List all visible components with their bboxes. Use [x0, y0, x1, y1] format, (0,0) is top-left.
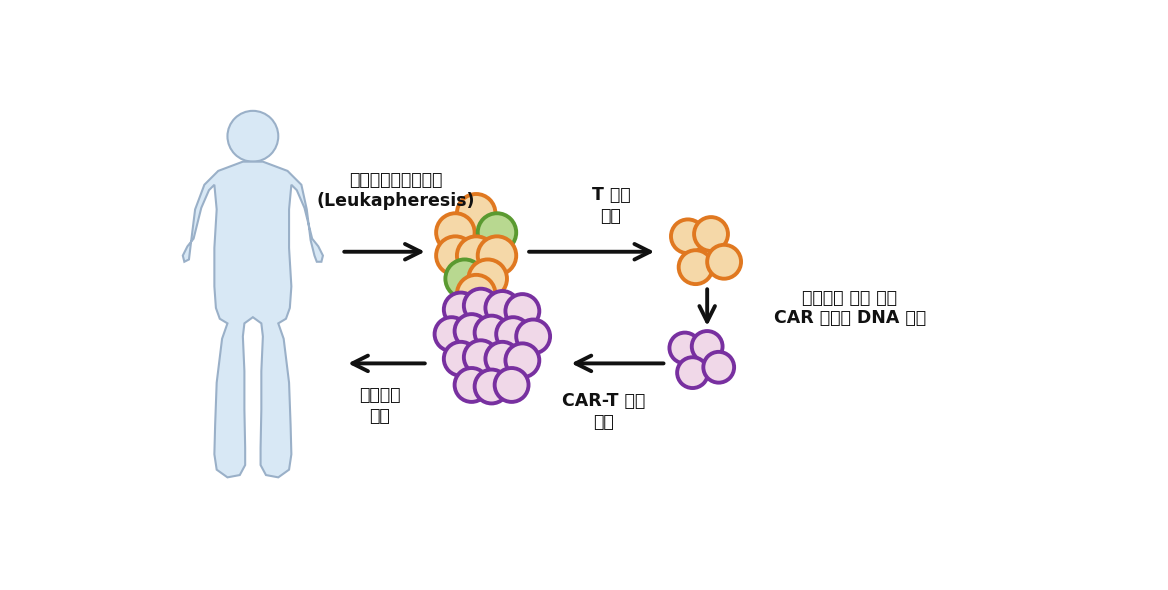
- Circle shape: [474, 316, 508, 349]
- Circle shape: [474, 369, 508, 404]
- Circle shape: [445, 260, 484, 298]
- Circle shape: [436, 237, 474, 275]
- Circle shape: [677, 357, 708, 388]
- Text: CAR-T 세포
증식: CAR-T 세포 증식: [562, 392, 645, 431]
- Text: T 세포
추출: T 세포 추출: [592, 186, 631, 225]
- Text: 백혈구성분분리채집
(Leukapheresis): 백혈구성분분리채집 (Leukapheresis): [317, 171, 474, 209]
- Circle shape: [707, 245, 741, 278]
- Circle shape: [457, 237, 495, 275]
- Circle shape: [703, 352, 735, 383]
- Circle shape: [454, 368, 488, 402]
- Circle shape: [506, 294, 540, 328]
- Circle shape: [478, 213, 516, 252]
- Circle shape: [495, 368, 529, 402]
- Circle shape: [679, 250, 712, 284]
- Circle shape: [486, 342, 520, 376]
- Circle shape: [444, 342, 478, 376]
- Circle shape: [464, 289, 498, 323]
- Circle shape: [436, 213, 474, 252]
- Circle shape: [434, 317, 468, 351]
- Circle shape: [670, 219, 704, 253]
- Text: 바이러스 벡터 이용
CAR 디자인 DNA 주입: 바이러스 벡터 이용 CAR 디자인 DNA 주입: [773, 289, 926, 327]
- Circle shape: [457, 275, 495, 313]
- Circle shape: [444, 293, 478, 326]
- Circle shape: [516, 320, 550, 353]
- Circle shape: [478, 237, 516, 275]
- Circle shape: [454, 314, 488, 348]
- Circle shape: [468, 260, 507, 298]
- Circle shape: [496, 317, 530, 351]
- Circle shape: [694, 217, 728, 251]
- PathPatch shape: [183, 162, 322, 477]
- Circle shape: [228, 111, 278, 162]
- Circle shape: [506, 343, 540, 377]
- Circle shape: [669, 333, 701, 363]
- Circle shape: [486, 291, 520, 325]
- Circle shape: [457, 194, 495, 232]
- Text: 환자에게
주입: 환자에게 주입: [360, 386, 401, 425]
- Circle shape: [464, 340, 498, 374]
- Circle shape: [691, 331, 723, 362]
